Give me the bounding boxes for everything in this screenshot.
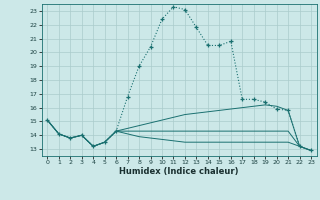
X-axis label: Humidex (Indice chaleur): Humidex (Indice chaleur) (119, 167, 239, 176)
